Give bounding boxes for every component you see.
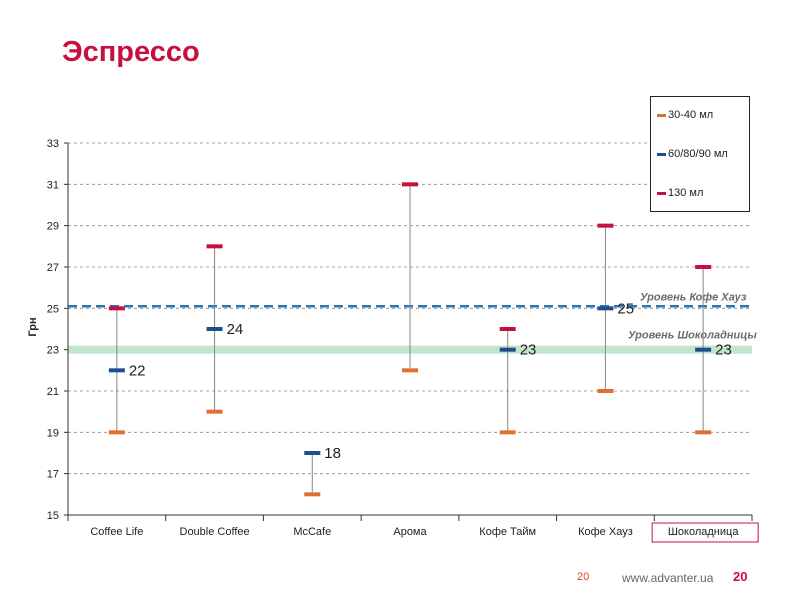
y-tick-label: 15 bbox=[47, 510, 59, 522]
y-tick-label: 29 bbox=[47, 221, 59, 233]
data-label: 24 bbox=[227, 321, 244, 338]
footer-page-number-small: 20 bbox=[577, 571, 590, 583]
legend-label-60-90: 60/80/90 мл bbox=[668, 148, 728, 160]
marker-30-40 bbox=[402, 368, 418, 373]
y-tick-label: 33 bbox=[47, 138, 59, 150]
footer-url[interactable]: www.advanter.ua bbox=[622, 571, 714, 585]
category-label: Кофе Хауз bbox=[578, 526, 633, 538]
marker-30-40 bbox=[108, 430, 125, 435]
y-tick-label: 31 bbox=[47, 179, 59, 191]
marker-60-90 bbox=[304, 451, 321, 455]
legend-item-130: 130 мл bbox=[657, 187, 703, 199]
category-label: Шоколадница bbox=[668, 526, 739, 538]
legend: 30-40 мл 60/80/90 мл 130 мл bbox=[650, 96, 750, 212]
data-label: 22 bbox=[129, 362, 146, 379]
ref-label-kofe-hauz: Уровень Кофе Хауз bbox=[640, 291, 747, 303]
marker-130 bbox=[597, 223, 614, 228]
y-tick-label: 19 bbox=[47, 427, 59, 439]
page-title: Эспрессо bbox=[62, 36, 200, 68]
y-tick-label: 23 bbox=[47, 345, 59, 357]
category-label: Double Coffee bbox=[180, 526, 250, 538]
marker-130 bbox=[695, 265, 712, 269]
data-label: 18 bbox=[324, 445, 341, 462]
y-tick-label: 17 bbox=[47, 469, 59, 481]
x-category-labels: Coffee Life Double Coffee McCafe Арома Кофе … bbox=[90, 522, 759, 543]
data-label: 25 bbox=[617, 300, 634, 317]
marker-30-40 bbox=[206, 409, 223, 414]
marker-60-90 bbox=[499, 347, 516, 352]
data-label: 23 bbox=[520, 342, 537, 359]
y-tick-label: 21 bbox=[47, 386, 59, 398]
y-tick-label: 27 bbox=[47, 262, 59, 274]
marker-30-40 bbox=[499, 430, 516, 435]
legend-item-60-90: 60/80/90 мл bbox=[657, 148, 728, 160]
y-tick-label: 25 bbox=[47, 303, 59, 315]
marker-30-40 bbox=[695, 430, 712, 435]
category-label: Кофе Тайм bbox=[479, 526, 536, 538]
legend-item-30-40: 30-40 мл bbox=[657, 109, 713, 121]
y-tick-labels: 15 17 19 21 23 25 27 29 31 33 bbox=[47, 138, 59, 522]
legend-label-130: 130 мл bbox=[668, 187, 704, 199]
marker-130 bbox=[499, 327, 516, 331]
marker-130 bbox=[108, 306, 125, 311]
marker-60-90 bbox=[597, 306, 614, 311]
marker-60-90 bbox=[108, 368, 125, 373]
highlight-box bbox=[651, 522, 759, 543]
marker-130 bbox=[402, 182, 418, 187]
category-label: Coffee Life bbox=[90, 526, 143, 538]
axes bbox=[64, 142, 753, 521]
reference-lines: Уровень Кофе Хауз Уровень Шоколадницы bbox=[68, 291, 757, 354]
data-label: 23 bbox=[715, 342, 732, 359]
category-label: McCafe bbox=[293, 526, 331, 538]
marker-30-40 bbox=[597, 389, 614, 393]
legend-swatch-30-40 bbox=[657, 113, 666, 117]
marker-60-90 bbox=[695, 347, 712, 352]
legend-swatch-130 bbox=[657, 191, 666, 195]
footer-page-number: 20 bbox=[733, 569, 748, 584]
marker-130 bbox=[206, 244, 223, 249]
data-marks: 22 24 18 23 25 23 bbox=[108, 182, 732, 497]
marker-30-40 bbox=[304, 492, 321, 497]
category-label: Арома bbox=[393, 526, 427, 538]
ref-label-shokoladnitsa: Уровень Шоколадницы bbox=[628, 330, 757, 342]
legend-label-30-40: 30-40 мл bbox=[668, 109, 714, 121]
legend-swatch-60-90 bbox=[657, 152, 666, 156]
y-axis-label: Грн bbox=[27, 317, 39, 336]
marker-60-90 bbox=[206, 327, 223, 331]
